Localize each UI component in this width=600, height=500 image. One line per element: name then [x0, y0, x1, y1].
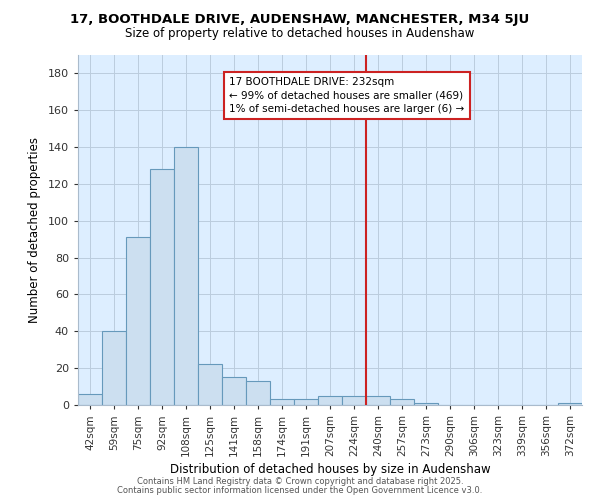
Bar — [366, 396, 390, 405]
Bar — [318, 396, 342, 405]
X-axis label: Distribution of detached houses by size in Audenshaw: Distribution of detached houses by size … — [170, 463, 490, 476]
Y-axis label: Number of detached properties: Number of detached properties — [28, 137, 41, 323]
Bar — [174, 147, 198, 405]
Bar — [270, 400, 294, 405]
Bar — [558, 403, 582, 405]
Text: Contains public sector information licensed under the Open Government Licence v3: Contains public sector information licen… — [118, 486, 482, 495]
Bar — [150, 169, 174, 405]
Bar — [414, 403, 438, 405]
Bar — [294, 400, 318, 405]
Bar — [390, 400, 414, 405]
Bar — [102, 332, 126, 405]
Bar — [78, 394, 102, 405]
Bar — [222, 378, 246, 405]
Bar — [342, 396, 366, 405]
Bar — [246, 381, 270, 405]
Text: 17, BOOTHDALE DRIVE, AUDENSHAW, MANCHESTER, M34 5JU: 17, BOOTHDALE DRIVE, AUDENSHAW, MANCHEST… — [70, 12, 530, 26]
Text: Size of property relative to detached houses in Audenshaw: Size of property relative to detached ho… — [125, 28, 475, 40]
Bar — [126, 238, 150, 405]
Text: 17 BOOTHDALE DRIVE: 232sqm
← 99% of detached houses are smaller (469)
1% of semi: 17 BOOTHDALE DRIVE: 232sqm ← 99% of deta… — [229, 77, 464, 114]
Bar — [198, 364, 222, 405]
Text: Contains HM Land Registry data © Crown copyright and database right 2025.: Contains HM Land Registry data © Crown c… — [137, 478, 463, 486]
